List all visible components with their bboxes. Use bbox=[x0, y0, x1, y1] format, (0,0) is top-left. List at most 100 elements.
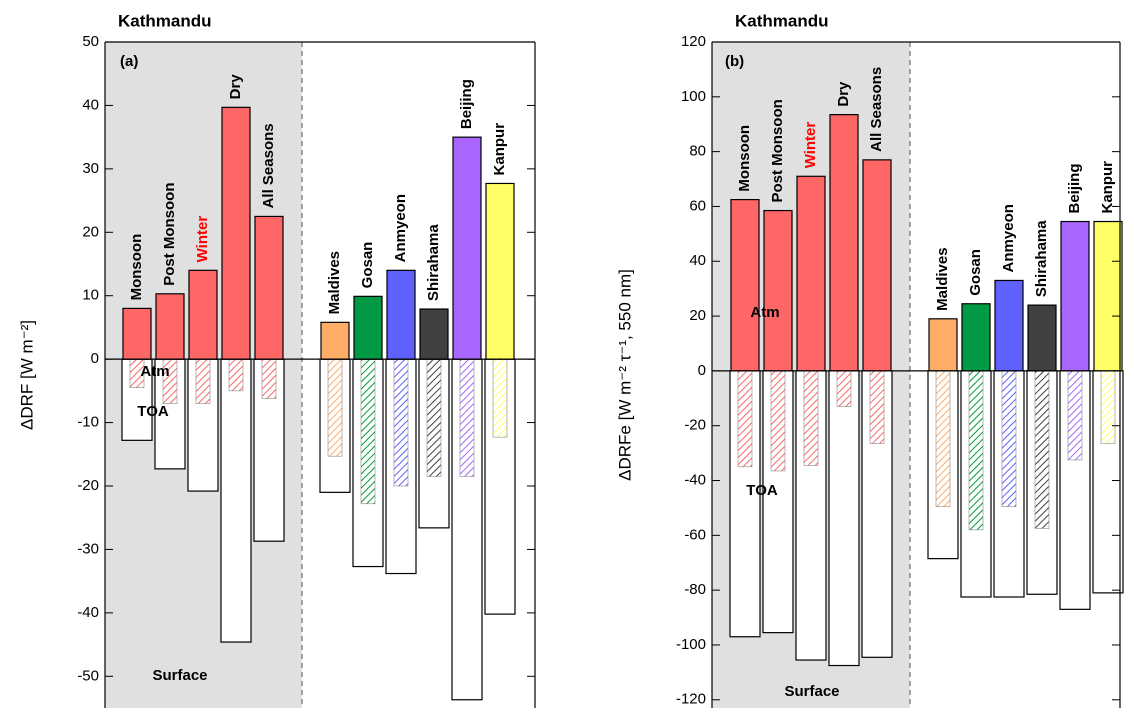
y-tick-label: -60 bbox=[684, 526, 706, 543]
y-tick-label: -50 bbox=[77, 667, 99, 684]
category-label: Anmyeon bbox=[392, 194, 409, 262]
category-label: Gosan bbox=[967, 249, 984, 296]
y-tick-label: -40 bbox=[77, 604, 99, 621]
atm-bar bbox=[862, 159, 892, 372]
toa-bar bbox=[737, 370, 753, 468]
category-label: Dry bbox=[227, 74, 244, 100]
atm-bar bbox=[353, 295, 383, 360]
toa-bar bbox=[393, 358, 409, 487]
atm-bar bbox=[122, 307, 152, 360]
atm-bar bbox=[1060, 220, 1090, 372]
toa-bar bbox=[935, 370, 951, 507]
category-label: Kanpur bbox=[491, 123, 508, 176]
category-label: Monsoon bbox=[736, 125, 753, 192]
toa-bar bbox=[1100, 370, 1116, 444]
atm-bar bbox=[796, 175, 826, 372]
category-label: Beijing bbox=[1066, 164, 1083, 214]
toa-bar bbox=[803, 370, 819, 466]
atm-bar bbox=[730, 198, 760, 372]
panel-title: Kathmandu bbox=[735, 11, 829, 30]
atm-bar bbox=[928, 318, 958, 372]
atm-bar bbox=[155, 293, 185, 360]
category-label: Monsoon bbox=[128, 234, 145, 301]
category-label: Shirahama bbox=[1033, 220, 1050, 297]
toa-bar bbox=[1067, 370, 1083, 461]
y-tick-label: -30 bbox=[77, 540, 99, 557]
y-tick-label: -80 bbox=[684, 581, 706, 598]
atm-bar bbox=[994, 279, 1024, 372]
toa-bar bbox=[770, 370, 786, 472]
toa-bar bbox=[426, 358, 442, 477]
y-tick-label: -100 bbox=[676, 636, 706, 653]
atm-bar bbox=[254, 215, 284, 360]
panel-label: (b) bbox=[725, 53, 744, 70]
y-tick-label: 20 bbox=[82, 223, 99, 240]
category-label: Anmyeon bbox=[1000, 204, 1017, 272]
toa-bar bbox=[1001, 370, 1017, 507]
y-tick-label: 10 bbox=[82, 287, 99, 304]
y-tick-label: -10 bbox=[77, 414, 99, 431]
toa-bar bbox=[968, 370, 984, 531]
y-tick-label: 60 bbox=[689, 197, 706, 214]
atm-bar bbox=[386, 269, 416, 360]
series-annotation: Atm bbox=[750, 304, 779, 321]
category-label: All Seasons bbox=[260, 123, 277, 208]
series-annotation: TOA bbox=[746, 482, 778, 499]
category-label: Gosan bbox=[359, 242, 376, 289]
y-tick-label: -40 bbox=[684, 471, 706, 488]
panel-title: Kathmandu bbox=[118, 11, 212, 30]
atm-bar bbox=[320, 321, 350, 360]
category-label: Post Monsoon bbox=[161, 182, 178, 285]
y-tick-label: 0 bbox=[91, 350, 99, 367]
category-label: Dry bbox=[835, 81, 852, 107]
y-tick-label: 40 bbox=[82, 96, 99, 113]
y-tick-label: -120 bbox=[676, 691, 706, 708]
atm-bar bbox=[221, 106, 251, 360]
atm-bar bbox=[452, 136, 482, 360]
y-tick-label: 80 bbox=[689, 143, 706, 160]
y-tick-label: 20 bbox=[689, 307, 706, 324]
atm-bar bbox=[829, 114, 859, 372]
category-label: Shirahama bbox=[425, 224, 442, 301]
toa-bar bbox=[1034, 370, 1050, 529]
category-label: Kanpur bbox=[1099, 161, 1116, 214]
toa-bar bbox=[327, 358, 343, 457]
toa-bar bbox=[459, 358, 475, 477]
category-label: Winter bbox=[194, 216, 211, 263]
surface-bar bbox=[795, 370, 827, 661]
atm-bar bbox=[1093, 220, 1123, 372]
panel-label: (a) bbox=[120, 53, 138, 70]
y-tick-label: 100 bbox=[681, 88, 706, 105]
y-tick-label: -20 bbox=[77, 477, 99, 494]
series-annotation: TOA bbox=[137, 403, 169, 420]
toa-bar bbox=[360, 358, 376, 505]
atm-bar bbox=[1027, 304, 1057, 372]
y-tick-label: -20 bbox=[684, 417, 706, 434]
y-axis-label: ΔDRF [W m⁻²] bbox=[17, 320, 36, 430]
y-tick-label: 0 bbox=[698, 362, 706, 379]
atm-bar bbox=[188, 269, 218, 360]
series-annotation: Surface bbox=[784, 683, 839, 700]
toa-bar bbox=[869, 370, 885, 444]
category-label: Beijing bbox=[458, 79, 475, 129]
surface-bar bbox=[220, 358, 252, 643]
toa-bar bbox=[228, 358, 244, 392]
category-label: Maldives bbox=[326, 251, 343, 314]
y-tick-label: 40 bbox=[689, 252, 706, 269]
category-label: All Seasons bbox=[868, 67, 885, 152]
category-label: Post Monsoon bbox=[769, 99, 786, 202]
series-annotation: Atm bbox=[140, 363, 169, 380]
atm-bar bbox=[961, 303, 991, 372]
toa-bar bbox=[195, 358, 211, 404]
atm-bar bbox=[485, 182, 515, 360]
y-axis-label: ΔDRFe [W m⁻² τ⁻¹, 550 nm] bbox=[615, 269, 634, 481]
y-tick-label: 30 bbox=[82, 160, 99, 177]
series-annotation: Surface bbox=[152, 667, 207, 684]
toa-bar bbox=[261, 358, 277, 399]
y-tick-label: 120 bbox=[681, 33, 706, 50]
atm-bar bbox=[419, 308, 449, 360]
category-label: Maldives bbox=[934, 247, 951, 310]
toa-bar bbox=[492, 358, 508, 438]
